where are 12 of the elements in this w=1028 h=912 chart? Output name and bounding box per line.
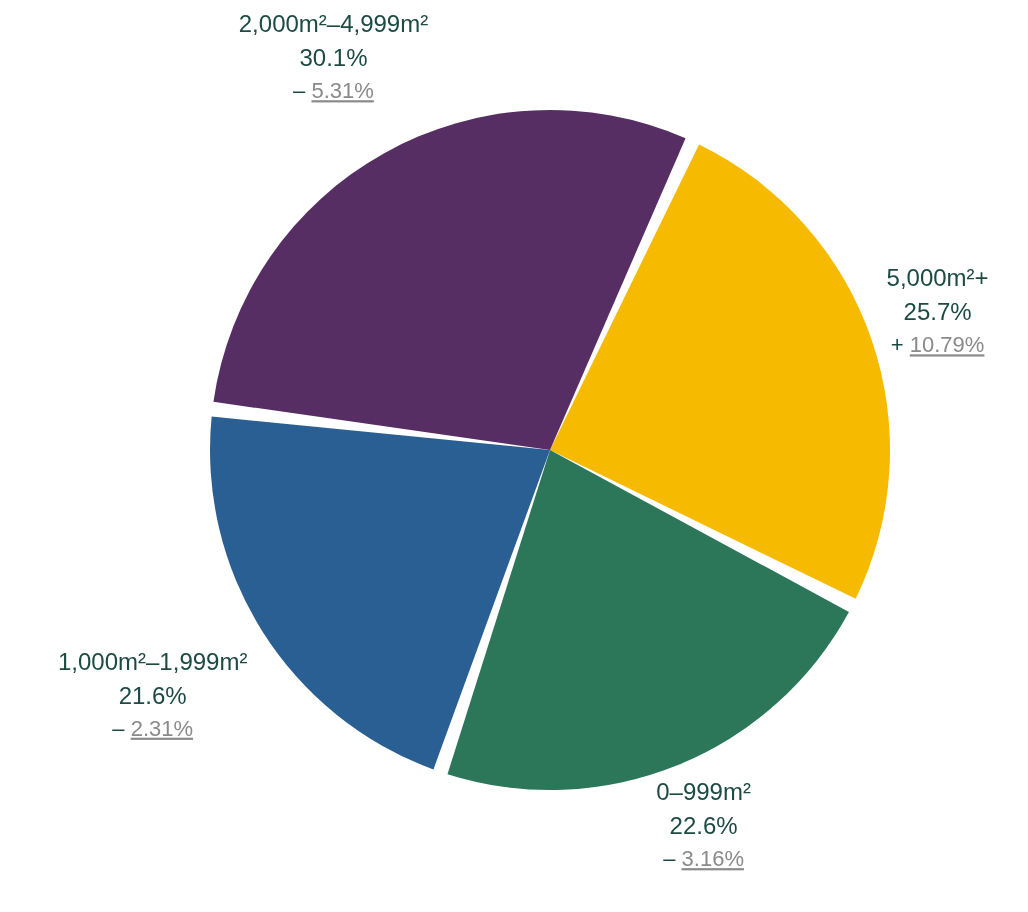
slice-label: 5,000m²+ (886, 264, 989, 292)
slice-label: 1,000m²–1,999m² (57, 647, 248, 675)
data-label: 21.6% (118, 681, 187, 709)
text: + 10.79% (890, 332, 985, 358)
slice-label: 0–999m² (656, 778, 751, 806)
text: – 5.31% (293, 78, 374, 104)
data-label: 30.1% (299, 44, 368, 72)
data-label: 25.7% (903, 298, 972, 326)
text: – 2.31% (112, 715, 194, 741)
data-label: 22.6% (669, 812, 738, 840)
slice-label: 2,000m²–4,999m² (238, 10, 429, 38)
text: – 3.16% (663, 846, 744, 872)
